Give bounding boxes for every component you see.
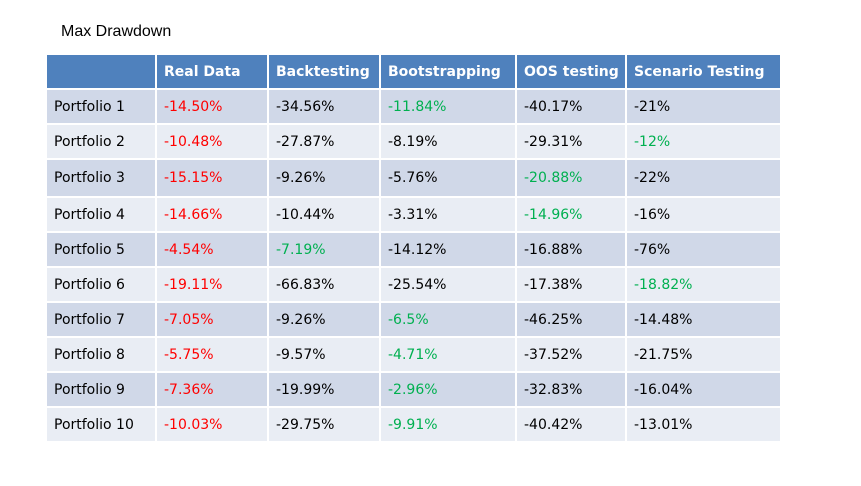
table-cell: -16.88% bbox=[517, 233, 627, 268]
row-label: Portfolio 5 bbox=[47, 233, 157, 268]
row-label: Portfolio 9 bbox=[47, 373, 157, 408]
slide-title: Max Drawdown bbox=[61, 23, 172, 40]
table-cell: -20.88% bbox=[517, 160, 627, 198]
table-cell: -46.25% bbox=[517, 303, 627, 338]
table-row: Portfolio 1 -14.50% -34.56% -11.84% -40.17% -… bbox=[47, 90, 780, 125]
header-backtesting: Backtesting bbox=[269, 55, 381, 90]
table-cell: -14.12% bbox=[381, 233, 517, 268]
table-cell: -9.91% bbox=[381, 408, 517, 443]
row-label: Portfolio 4 bbox=[47, 198, 157, 233]
table-cell: -10.48% bbox=[157, 125, 269, 160]
table-cell: -7.36% bbox=[157, 373, 269, 408]
table-cell: -5.75% bbox=[157, 338, 269, 373]
table-cell: -40.42% bbox=[517, 408, 627, 443]
row-label: Portfolio 10 bbox=[47, 408, 157, 443]
table-row: Portfolio 10 -10.03% -29.75% -9.91% -40.42% -… bbox=[47, 408, 780, 443]
row-label: Portfolio 7 bbox=[47, 303, 157, 338]
max-drawdown-table: Real Data Backtesting Bootstrapping OOS … bbox=[47, 55, 780, 443]
row-label: Portfolio 8 bbox=[47, 338, 157, 373]
table-cell: -4.71% bbox=[381, 338, 517, 373]
table-cell: -27.87% bbox=[269, 125, 381, 160]
table-cell: -66.83% bbox=[269, 268, 381, 303]
table-cell: -19.11% bbox=[157, 268, 269, 303]
table-cell: -3.31% bbox=[381, 198, 517, 233]
table-cell: -29.75% bbox=[269, 408, 381, 443]
table-row: Portfolio 2 -10.48% -27.87% -8.19% -29.31% -1… bbox=[47, 125, 780, 160]
table-row: Portfolio 6 -19.11% -66.83% -25.54% -17.38% -… bbox=[47, 268, 780, 303]
table-cell: -10.03% bbox=[157, 408, 269, 443]
table-row: Portfolio 3 -15.15% -9.26% -5.76% -20.88% -22… bbox=[47, 160, 780, 198]
row-label: Portfolio 1 bbox=[47, 90, 157, 125]
table-cell: -14.66% bbox=[157, 198, 269, 233]
table-cell: -29.31% bbox=[517, 125, 627, 160]
table-cell: -4.54% bbox=[157, 233, 269, 268]
table-row: Portfolio 9 -7.36% -19.99% -2.96% -32.83% -16… bbox=[47, 373, 780, 408]
table-cell: -25.54% bbox=[381, 268, 517, 303]
table-cell: -40.17% bbox=[517, 90, 627, 125]
table-cell: -21.75% bbox=[627, 338, 780, 373]
row-label: Portfolio 6 bbox=[47, 268, 157, 303]
table-row: Portfolio 4 -14.66% -10.44% -3.31% -14.96% -1… bbox=[47, 198, 780, 233]
table-cell: -10.44% bbox=[269, 198, 381, 233]
table-cell: -7.05% bbox=[157, 303, 269, 338]
row-label: Portfolio 3 bbox=[47, 160, 157, 198]
table-cell: -6.5% bbox=[381, 303, 517, 338]
table-cell: -16% bbox=[627, 198, 780, 233]
table-header: Real Data Backtesting Bootstrapping OOS … bbox=[47, 55, 780, 90]
table-cell: -12% bbox=[627, 125, 780, 160]
table-cell: -9.57% bbox=[269, 338, 381, 373]
table-row: Portfolio 7 -7.05% -9.26% -6.5% -46.25% -14.4… bbox=[47, 303, 780, 338]
table-cell: -32.83% bbox=[517, 373, 627, 408]
table-cell: -7.19% bbox=[269, 233, 381, 268]
table-cell: -11.84% bbox=[381, 90, 517, 125]
table-cell: -34.56% bbox=[269, 90, 381, 125]
table-cell: -5.76% bbox=[381, 160, 517, 198]
header-bootstrapping: Bootstrapping bbox=[381, 55, 517, 90]
table-cell: -13.01% bbox=[627, 408, 780, 443]
row-label: Portfolio 2 bbox=[47, 125, 157, 160]
table-cell: -15.15% bbox=[157, 160, 269, 198]
table-cell: -76% bbox=[627, 233, 780, 268]
table-cell: -14.96% bbox=[517, 198, 627, 233]
header-corner bbox=[47, 55, 157, 90]
header-oos-testing: OOS testing bbox=[517, 55, 627, 90]
header-scenario-testing: Scenario Testing bbox=[627, 55, 780, 90]
table-cell: -18.82% bbox=[627, 268, 780, 303]
table-cell: -17.38% bbox=[517, 268, 627, 303]
table-cell: -16.04% bbox=[627, 373, 780, 408]
table-body: Portfolio 1 -14.50% -34.56% -11.84% -40.17% -… bbox=[47, 90, 780, 443]
table-cell: -9.26% bbox=[269, 160, 381, 198]
table-cell: -8.19% bbox=[381, 125, 517, 160]
table-cell: -14.48% bbox=[627, 303, 780, 338]
table-cell: -19.99% bbox=[269, 373, 381, 408]
table-cell: -21% bbox=[627, 90, 780, 125]
header-real-data: Real Data bbox=[157, 55, 269, 90]
table-cell: -22% bbox=[627, 160, 780, 198]
table-cell: -37.52% bbox=[517, 338, 627, 373]
table-cell: -9.26% bbox=[269, 303, 381, 338]
table-cell: -14.50% bbox=[157, 90, 269, 125]
table-row: Portfolio 5 -4.54% -7.19% -14.12% -16.88% -76… bbox=[47, 233, 780, 268]
table-cell: -2.96% bbox=[381, 373, 517, 408]
table-row: Portfolio 8 -5.75% -9.57% -4.71% -37.52% -21… bbox=[47, 338, 780, 373]
